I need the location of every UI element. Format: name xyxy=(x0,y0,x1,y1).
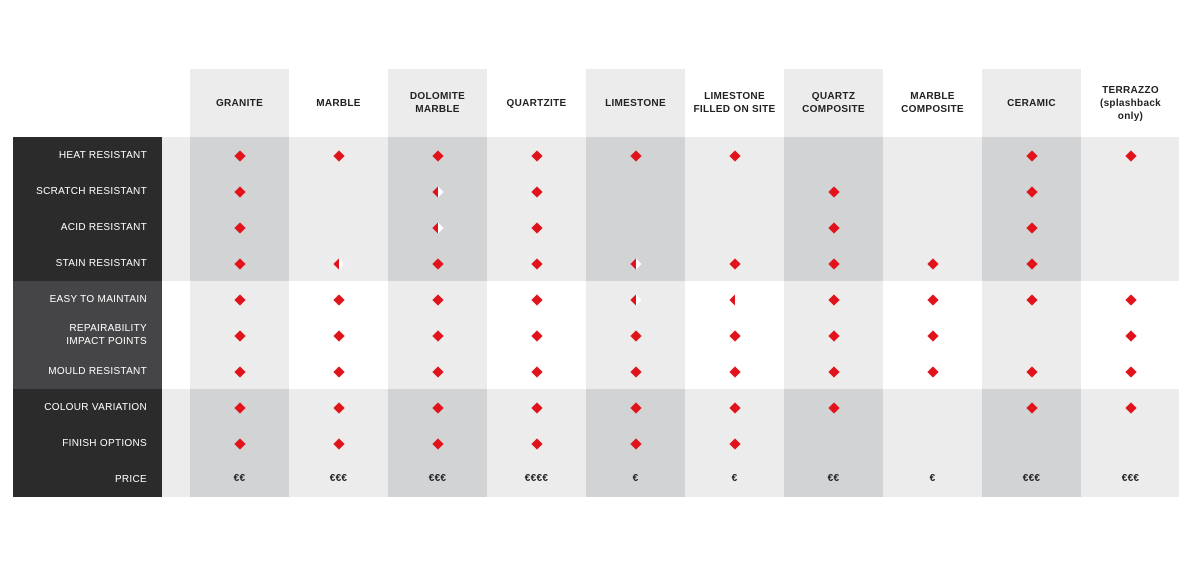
column-header: MARBLE COMPOSITE xyxy=(901,91,964,115)
column-header: MARBLE xyxy=(316,97,361,109)
row-label-panel xyxy=(13,281,162,389)
price-value: €€€ xyxy=(329,473,348,484)
row-label: HEAT RESISTANT xyxy=(58,149,147,161)
price-value: € xyxy=(731,473,738,484)
row-label: EASY TO MAINTAIN xyxy=(49,293,147,305)
column-header: QUARTZ COMPOSITE xyxy=(784,69,883,137)
price-value: €€ xyxy=(233,473,246,484)
row-label: COLOUR VARIATION xyxy=(44,401,147,413)
column-header: TERRAZZO (splashback only) xyxy=(1099,84,1162,122)
column-shade xyxy=(784,137,883,281)
row-label: REPAIRABILITY IMPACT POINTS xyxy=(66,323,147,347)
row-label: ACID RESISTANT xyxy=(60,221,147,233)
row-label: SCRATCH RESISTANT xyxy=(36,185,147,197)
column-header: LIMESTONE xyxy=(586,69,685,137)
price-value: €€€ xyxy=(428,473,447,484)
price-value: € xyxy=(929,473,936,484)
row-label-panel xyxy=(13,137,162,281)
column-header: GRANITE xyxy=(190,69,289,137)
column-header: CERAMIC xyxy=(982,69,1081,137)
row-label-panel xyxy=(13,389,162,497)
column-header: QUARTZITE xyxy=(506,97,567,109)
price-value: €€ xyxy=(827,473,840,484)
price-value: €€€ xyxy=(1022,473,1041,484)
column-header: DOLOMITE MARBLE xyxy=(388,69,487,137)
price-value: €€€ xyxy=(1121,473,1140,484)
row-label: FINISH OPTIONS xyxy=(62,437,147,449)
row-label: MOULD RESISTANT xyxy=(48,365,147,377)
column-header: LIMESTONE FILLED ON SITE xyxy=(693,91,776,115)
price-value: € xyxy=(632,473,639,484)
price-label: PRICE xyxy=(114,473,147,485)
price-value: €€€€ xyxy=(524,473,549,484)
row-label: STAIN RESISTANT xyxy=(55,257,147,269)
